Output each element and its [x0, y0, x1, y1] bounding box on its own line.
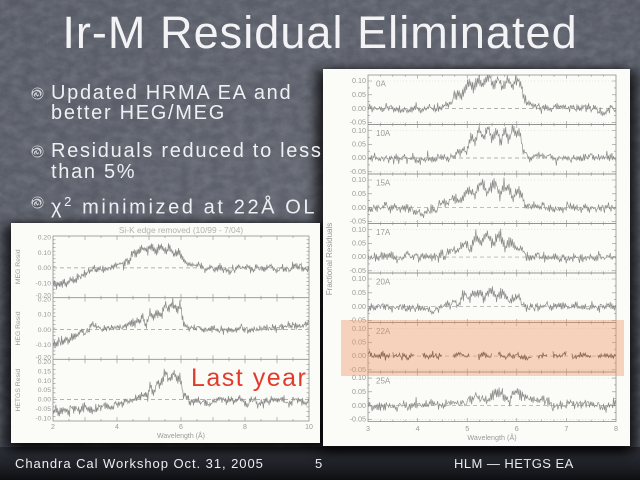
svg-text:8: 8: [243, 424, 247, 431]
svg-text:0.00: 0.00: [38, 397, 51, 404]
svg-text:0.00: 0.00: [352, 153, 366, 162]
svg-text:Wavelength (Å): Wavelength (Å): [157, 431, 205, 440]
svg-text:15A: 15A: [376, 179, 391, 188]
svg-text:0.10: 0.10: [352, 373, 366, 382]
svg-text:-0.05: -0.05: [36, 406, 52, 413]
svg-text:5: 5: [465, 424, 469, 433]
svg-text:0.10: 0.10: [352, 225, 366, 234]
svg-text:8: 8: [614, 424, 618, 433]
svg-text:0.10: 0.10: [352, 324, 366, 333]
svg-text:Si-K edge removed (10/99 - 7/0: Si-K edge removed (10/99 - 7/04): [119, 225, 244, 235]
svg-text:-0.05: -0.05: [350, 365, 366, 374]
svg-text:0.15: 0.15: [38, 368, 51, 375]
svg-text:-0.10: -0.10: [36, 342, 52, 349]
svg-text:22A: 22A: [376, 327, 391, 336]
svg-text:0.05: 0.05: [352, 90, 366, 99]
svg-text:0A: 0A: [376, 80, 386, 89]
svg-text:HETGS Resid: HETGS Resid: [15, 369, 22, 412]
svg-text:0.00: 0.00: [352, 203, 366, 212]
svg-text:0.10: 0.10: [38, 250, 51, 257]
svg-text:-0.05: -0.05: [350, 415, 366, 424]
svg-text:-0.10: -0.10: [36, 280, 52, 287]
svg-text:0.00: 0.00: [352, 302, 366, 311]
svg-text:-0.20: -0.20: [36, 293, 52, 300]
svg-text:17A: 17A: [376, 228, 391, 237]
svg-text:0.00: 0.00: [352, 252, 366, 261]
svg-text:0.10: 0.10: [352, 274, 366, 283]
svg-text:0.00: 0.00: [352, 104, 366, 113]
svg-text:0.05: 0.05: [352, 288, 366, 297]
svg-text:-0.05: -0.05: [350, 316, 366, 325]
svg-text:0.10: 0.10: [352, 175, 366, 184]
svg-text:0.00: 0.00: [38, 265, 51, 272]
svg-text:0.05: 0.05: [352, 387, 366, 396]
svg-text:10A: 10A: [376, 129, 391, 138]
svg-text:2: 2: [51, 424, 55, 431]
svg-text:25A: 25A: [376, 377, 391, 386]
svg-text:Last year: Last year: [191, 364, 307, 392]
svg-text:4: 4: [115, 424, 119, 431]
svg-text:6: 6: [179, 424, 183, 431]
svg-text:0.05: 0.05: [352, 189, 366, 198]
svg-text:0.05: 0.05: [352, 338, 366, 347]
svg-text:MEG Resid: MEG Resid: [15, 249, 22, 284]
svg-text:0.05: 0.05: [38, 387, 51, 394]
svg-text:-0.05: -0.05: [350, 118, 366, 127]
svg-text:0.20: 0.20: [38, 296, 51, 303]
svg-text:0.00: 0.00: [352, 401, 366, 410]
svg-text:-0.20: -0.20: [36, 354, 52, 361]
svg-text:0.00: 0.00: [38, 327, 51, 334]
svg-text:Wavelength (Å): Wavelength (Å): [467, 433, 516, 442]
svg-text:0.10: 0.10: [38, 312, 51, 319]
svg-text:0.20: 0.20: [38, 235, 51, 242]
svg-text:0.10: 0.10: [38, 378, 51, 385]
svg-text:0.10: 0.10: [352, 126, 366, 135]
svg-text:HEG Resid: HEG Resid: [15, 311, 22, 345]
svg-text:0.10: 0.10: [352, 76, 366, 85]
svg-text:6: 6: [515, 424, 519, 433]
svg-text:4: 4: [416, 424, 420, 433]
svg-text:0.00: 0.00: [352, 351, 366, 360]
svg-text:20A: 20A: [376, 278, 391, 287]
svg-text:3: 3: [366, 424, 370, 433]
svg-text:-0.10: -0.10: [36, 415, 52, 422]
svg-text:0.20: 0.20: [38, 359, 51, 366]
svg-text:-0.05: -0.05: [350, 266, 366, 275]
svg-text:10: 10: [305, 424, 313, 431]
svg-text:-0.05: -0.05: [350, 167, 366, 176]
svg-text:-0.05: -0.05: [350, 217, 366, 226]
svg-text:0.05: 0.05: [352, 239, 366, 248]
svg-text:0.05: 0.05: [352, 140, 366, 149]
svg-text:7: 7: [564, 424, 568, 433]
svg-text:Fractional Residuals: Fractional Residuals: [325, 223, 334, 295]
